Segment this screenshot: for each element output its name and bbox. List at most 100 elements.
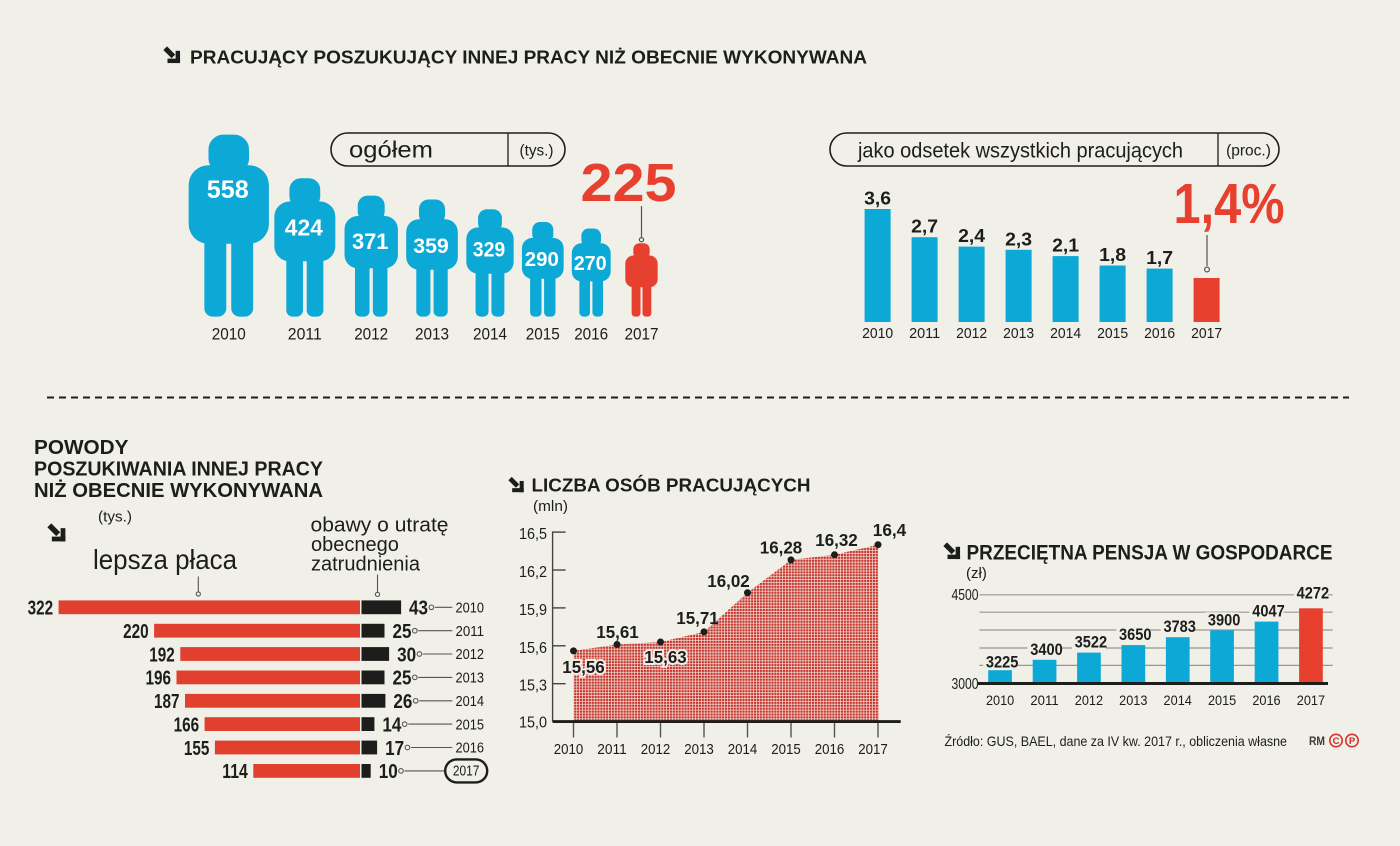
svg-text:2013: 2013 xyxy=(1119,692,1147,708)
svg-text:2017: 2017 xyxy=(453,764,480,780)
svg-text:2013: 2013 xyxy=(684,742,714,758)
svg-text:2013: 2013 xyxy=(1003,325,1034,342)
svg-text:15,6: 15,6 xyxy=(519,640,547,657)
svg-text:16,32: 16,32 xyxy=(815,530,858,550)
svg-text:192: 192 xyxy=(149,644,175,666)
svg-text:2010: 2010 xyxy=(986,692,1014,708)
svg-text:220: 220 xyxy=(123,621,149,643)
svg-text:2,3: 2,3 xyxy=(1005,229,1032,249)
svg-text:17: 17 xyxy=(385,738,404,760)
svg-text:1,4%: 1,4% xyxy=(1174,172,1285,236)
svg-text:(tys.): (tys.) xyxy=(98,509,132,526)
svg-text:2010: 2010 xyxy=(212,325,246,344)
svg-text:371: 371 xyxy=(352,229,389,254)
svg-text:1,7: 1,7 xyxy=(1146,248,1173,268)
svg-text:2014: 2014 xyxy=(473,325,507,344)
svg-text:2,1: 2,1 xyxy=(1052,236,1079,256)
svg-text:2011: 2011 xyxy=(1030,692,1058,708)
svg-text:15,56: 15,56 xyxy=(562,657,605,677)
svg-text:3225: 3225 xyxy=(986,653,1019,672)
svg-text:359: 359 xyxy=(413,234,449,258)
svg-text:3522: 3522 xyxy=(1075,633,1108,652)
svg-text:C: C xyxy=(1333,736,1340,747)
svg-text:RM: RM xyxy=(1309,734,1325,748)
svg-text:obawy o utratę: obawy o utratę xyxy=(311,515,449,537)
svg-text:166: 166 xyxy=(174,714,200,736)
svg-text:2014: 2014 xyxy=(456,694,485,710)
svg-text:2017: 2017 xyxy=(625,325,659,344)
svg-text:2011: 2011 xyxy=(597,742,627,758)
svg-text:2012: 2012 xyxy=(1075,692,1103,708)
svg-text:2013: 2013 xyxy=(415,325,449,344)
svg-text:16,5: 16,5 xyxy=(519,526,547,543)
svg-text:(mln): (mln) xyxy=(533,498,568,515)
svg-text:PRACUJĄCY POSZUKUJĄCY INNEJ PR: PRACUJĄCY POSZUKUJĄCY INNEJ PRACY NIŻ OB… xyxy=(190,47,867,68)
svg-text:10: 10 xyxy=(379,761,398,783)
svg-text:15,61: 15,61 xyxy=(596,622,639,642)
svg-text:1,8: 1,8 xyxy=(1099,245,1126,265)
svg-text:26: 26 xyxy=(393,691,412,713)
svg-text:14: 14 xyxy=(382,714,402,736)
svg-text:2013: 2013 xyxy=(456,671,485,687)
svg-text:15,63: 15,63 xyxy=(644,647,687,667)
svg-text:16,4: 16,4 xyxy=(873,520,907,540)
svg-text:Źródło: GUS, BAEL, dane za IV: Źródło: GUS, BAEL, dane za IV kw. 2017 r… xyxy=(945,733,1288,749)
svg-text:2014: 2014 xyxy=(1164,692,1192,708)
svg-text:270: 270 xyxy=(574,253,607,275)
svg-text:2015: 2015 xyxy=(456,717,485,733)
svg-text:(zł): (zł) xyxy=(966,565,987,582)
svg-text:2011: 2011 xyxy=(288,325,322,344)
svg-text:2012: 2012 xyxy=(456,647,485,663)
svg-text:2011: 2011 xyxy=(456,624,485,640)
svg-text:225: 225 xyxy=(581,153,677,213)
svg-text:43: 43 xyxy=(409,598,428,620)
svg-text:2012: 2012 xyxy=(641,742,671,758)
svg-text:3900: 3900 xyxy=(1208,610,1241,629)
svg-text:30: 30 xyxy=(397,644,416,666)
svg-text:POSZUKIWANIA INNEJ PRACY: POSZUKIWANIA INNEJ PRACY xyxy=(34,459,324,481)
svg-text:2016: 2016 xyxy=(1144,325,1175,342)
svg-text:155: 155 xyxy=(184,738,210,760)
svg-text:2016: 2016 xyxy=(815,742,845,758)
svg-text:15,3: 15,3 xyxy=(519,678,547,695)
svg-text:15,9: 15,9 xyxy=(519,602,547,619)
svg-text:2011: 2011 xyxy=(909,325,940,342)
svg-text:2010: 2010 xyxy=(554,742,584,758)
svg-text:424: 424 xyxy=(285,215,323,241)
svg-text:2,7: 2,7 xyxy=(911,217,938,237)
svg-text:3400: 3400 xyxy=(1030,640,1063,659)
svg-text:P: P xyxy=(1349,736,1356,747)
svg-text:(proc.): (proc.) xyxy=(1226,143,1271,160)
svg-text:16,02: 16,02 xyxy=(707,571,750,591)
svg-text:POWODY: POWODY xyxy=(34,437,129,459)
svg-text:2012: 2012 xyxy=(354,325,388,344)
svg-text:2017: 2017 xyxy=(1191,325,1222,342)
svg-text:558: 558 xyxy=(207,176,249,204)
svg-text:2016: 2016 xyxy=(1252,692,1280,708)
svg-text:2015: 2015 xyxy=(1208,692,1236,708)
svg-text:2015: 2015 xyxy=(771,742,801,758)
svg-text:322: 322 xyxy=(28,598,54,620)
svg-text:2017: 2017 xyxy=(858,742,888,758)
svg-text:LICZBA OSÓB PRACUJĄCYCH: LICZBA OSÓB PRACUJĄCYCH xyxy=(532,475,811,496)
svg-text:2,4: 2,4 xyxy=(958,226,985,246)
svg-text:2017: 2017 xyxy=(1297,692,1325,708)
svg-text:3650: 3650 xyxy=(1119,625,1152,644)
svg-text:(tys.): (tys.) xyxy=(520,143,554,160)
svg-text:16,28: 16,28 xyxy=(760,538,803,558)
svg-text:2010: 2010 xyxy=(862,325,893,342)
svg-text:290: 290 xyxy=(525,248,559,271)
svg-text:jako odsetek wszystkich pracuj: jako odsetek wszystkich pracujących xyxy=(857,140,1183,163)
svg-text:25: 25 xyxy=(393,621,412,643)
svg-text:2010: 2010 xyxy=(456,601,485,617)
svg-text:329: 329 xyxy=(473,239,506,262)
svg-text:4500: 4500 xyxy=(952,587,979,604)
svg-text:2015: 2015 xyxy=(526,325,560,344)
svg-text:lepsza płaca: lepsza płaca xyxy=(93,544,237,575)
svg-text:3,6: 3,6 xyxy=(864,188,891,208)
svg-text:4047: 4047 xyxy=(1252,602,1285,621)
svg-text:NIŻ OBECNIE WYKONYWANA: NIŻ OBECNIE WYKONYWANA xyxy=(34,479,323,502)
svg-text:2014: 2014 xyxy=(1050,325,1081,342)
svg-text:187: 187 xyxy=(154,691,180,713)
svg-text:3000: 3000 xyxy=(952,676,979,693)
